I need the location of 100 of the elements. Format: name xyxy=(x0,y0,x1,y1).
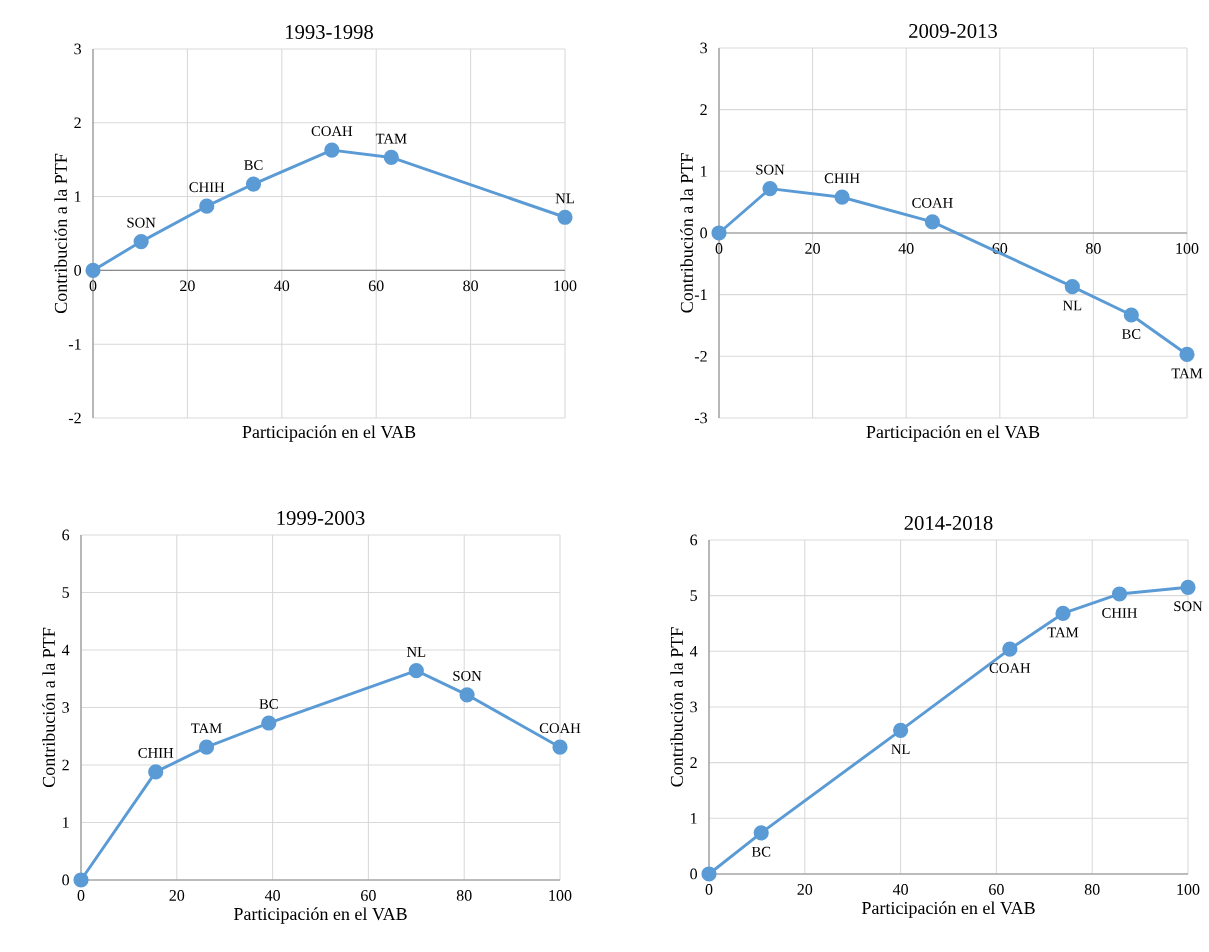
point xyxy=(198,739,215,755)
y-tick-label: -2 xyxy=(68,412,81,424)
x-tick-label: 20 xyxy=(169,890,185,901)
x-tick-label: 0 xyxy=(715,243,723,254)
point xyxy=(924,214,941,230)
x-tick-label: 100 xyxy=(1176,243,1199,254)
x-tick-label: 80 xyxy=(1084,884,1100,895)
x-tick-label: 40 xyxy=(892,884,908,895)
annotation: NL xyxy=(406,647,426,657)
y-tick-label: -3 xyxy=(694,412,708,424)
y-tick-label: 1 xyxy=(63,817,69,828)
annotation: CHIH xyxy=(824,173,860,184)
y-tick-label: 2 xyxy=(74,117,81,129)
annotation: SON xyxy=(1174,601,1203,612)
point xyxy=(199,198,215,214)
x-tick-label: 40 xyxy=(898,243,914,254)
y-tick-label: 0 xyxy=(62,874,70,886)
y-tick-label: 5 xyxy=(690,590,698,601)
point xyxy=(834,189,850,205)
y-tick-label: -1 xyxy=(68,338,81,350)
x-tick-label: 100 xyxy=(554,280,577,292)
point xyxy=(324,142,340,158)
chart-title: 2009-2013 xyxy=(909,24,997,38)
x-tick-label: 100 xyxy=(549,890,572,901)
x-tick-label: 80 xyxy=(1086,243,1101,254)
annotation: COAH xyxy=(311,126,353,137)
annotation: COAH xyxy=(539,723,581,734)
x-tick-label: 100 xyxy=(1177,884,1200,895)
annotation: CHIH xyxy=(189,182,225,193)
y-tick-label: 0 xyxy=(700,227,708,239)
annotation: BC xyxy=(751,846,771,857)
chart-title: 2014-2018 xyxy=(904,516,993,530)
annotation: BC xyxy=(1121,329,1141,339)
x-axis-title: Participación en el VAB xyxy=(233,907,407,924)
annotation: COAH xyxy=(989,663,1031,673)
y-tick-label: 1 xyxy=(701,166,707,177)
x-tick-label: 60 xyxy=(361,890,376,901)
y-tick-label: 1 xyxy=(75,191,81,202)
point xyxy=(383,149,399,166)
x-axis-title: Participación en el VAB xyxy=(242,425,416,442)
point xyxy=(245,176,262,192)
annotation: SON xyxy=(127,217,156,228)
annotation: NL xyxy=(555,193,574,204)
annotation: TAM xyxy=(1047,627,1079,638)
y-tick-label: 5 xyxy=(62,587,70,598)
y-tick-label: -1 xyxy=(694,289,707,300)
x-axis-title: Participación en el VAB xyxy=(866,425,1040,442)
y-tick-label: 2 xyxy=(690,757,697,768)
x-tick-label: 20 xyxy=(805,243,820,254)
x-tick-label: 40 xyxy=(264,890,280,901)
y-tick-label: 1 xyxy=(691,813,697,824)
point xyxy=(701,866,717,882)
y-tick-label: 3 xyxy=(690,701,698,713)
y-tick-label: 3 xyxy=(74,43,82,55)
y-axis-title: Contribución a la PTF xyxy=(680,153,693,313)
y-axis-title: Contribución a la PTF xyxy=(670,627,683,787)
x-tick-label: 60 xyxy=(368,280,384,292)
annotation: TAM xyxy=(191,723,222,734)
point xyxy=(1064,279,1080,295)
point xyxy=(1111,586,1128,602)
y-tick-label: 6 xyxy=(690,534,698,546)
annotation: SON xyxy=(756,164,785,175)
y-tick-label: 3 xyxy=(700,42,708,54)
annotation: SON xyxy=(453,670,482,681)
annotation: CHIH xyxy=(138,748,174,758)
point xyxy=(1180,579,1196,595)
y-axis-title: Contribución a la PTF xyxy=(54,153,67,313)
point xyxy=(85,262,101,278)
y-tick-label: 4 xyxy=(689,646,698,657)
annotation: COAH xyxy=(912,198,953,208)
annotation: NL xyxy=(891,744,910,755)
point xyxy=(753,825,769,841)
x-axis-title: Participación en el VAB xyxy=(861,901,1035,918)
point xyxy=(73,872,89,888)
y-tick-label: 4 xyxy=(61,644,70,656)
x-tick-label: 60 xyxy=(989,884,1004,895)
point xyxy=(711,225,727,241)
point xyxy=(557,209,573,225)
point xyxy=(552,739,568,755)
point xyxy=(1179,346,1195,363)
x-tick-label: 80 xyxy=(463,280,478,292)
point xyxy=(459,687,475,703)
point xyxy=(148,764,164,780)
y-tick-label: 3 xyxy=(62,702,70,713)
y-tick-label: 0 xyxy=(74,264,82,276)
annotation: BC xyxy=(259,699,278,709)
y-tick-label: -2 xyxy=(694,351,707,362)
annotation: BC xyxy=(244,160,263,170)
point xyxy=(133,234,149,250)
y-tick-label: 6 xyxy=(62,529,70,541)
point xyxy=(1123,307,1139,323)
point xyxy=(762,180,778,197)
point xyxy=(408,663,424,679)
x-tick-label: 20 xyxy=(180,280,195,292)
y-tick-label: 0 xyxy=(690,868,698,880)
chart-title: 1993-1998 xyxy=(286,25,373,39)
x-tick-label: 40 xyxy=(274,280,290,292)
point xyxy=(1055,605,1071,622)
point xyxy=(1002,641,1018,657)
x-tick-label: 20 xyxy=(797,884,813,895)
